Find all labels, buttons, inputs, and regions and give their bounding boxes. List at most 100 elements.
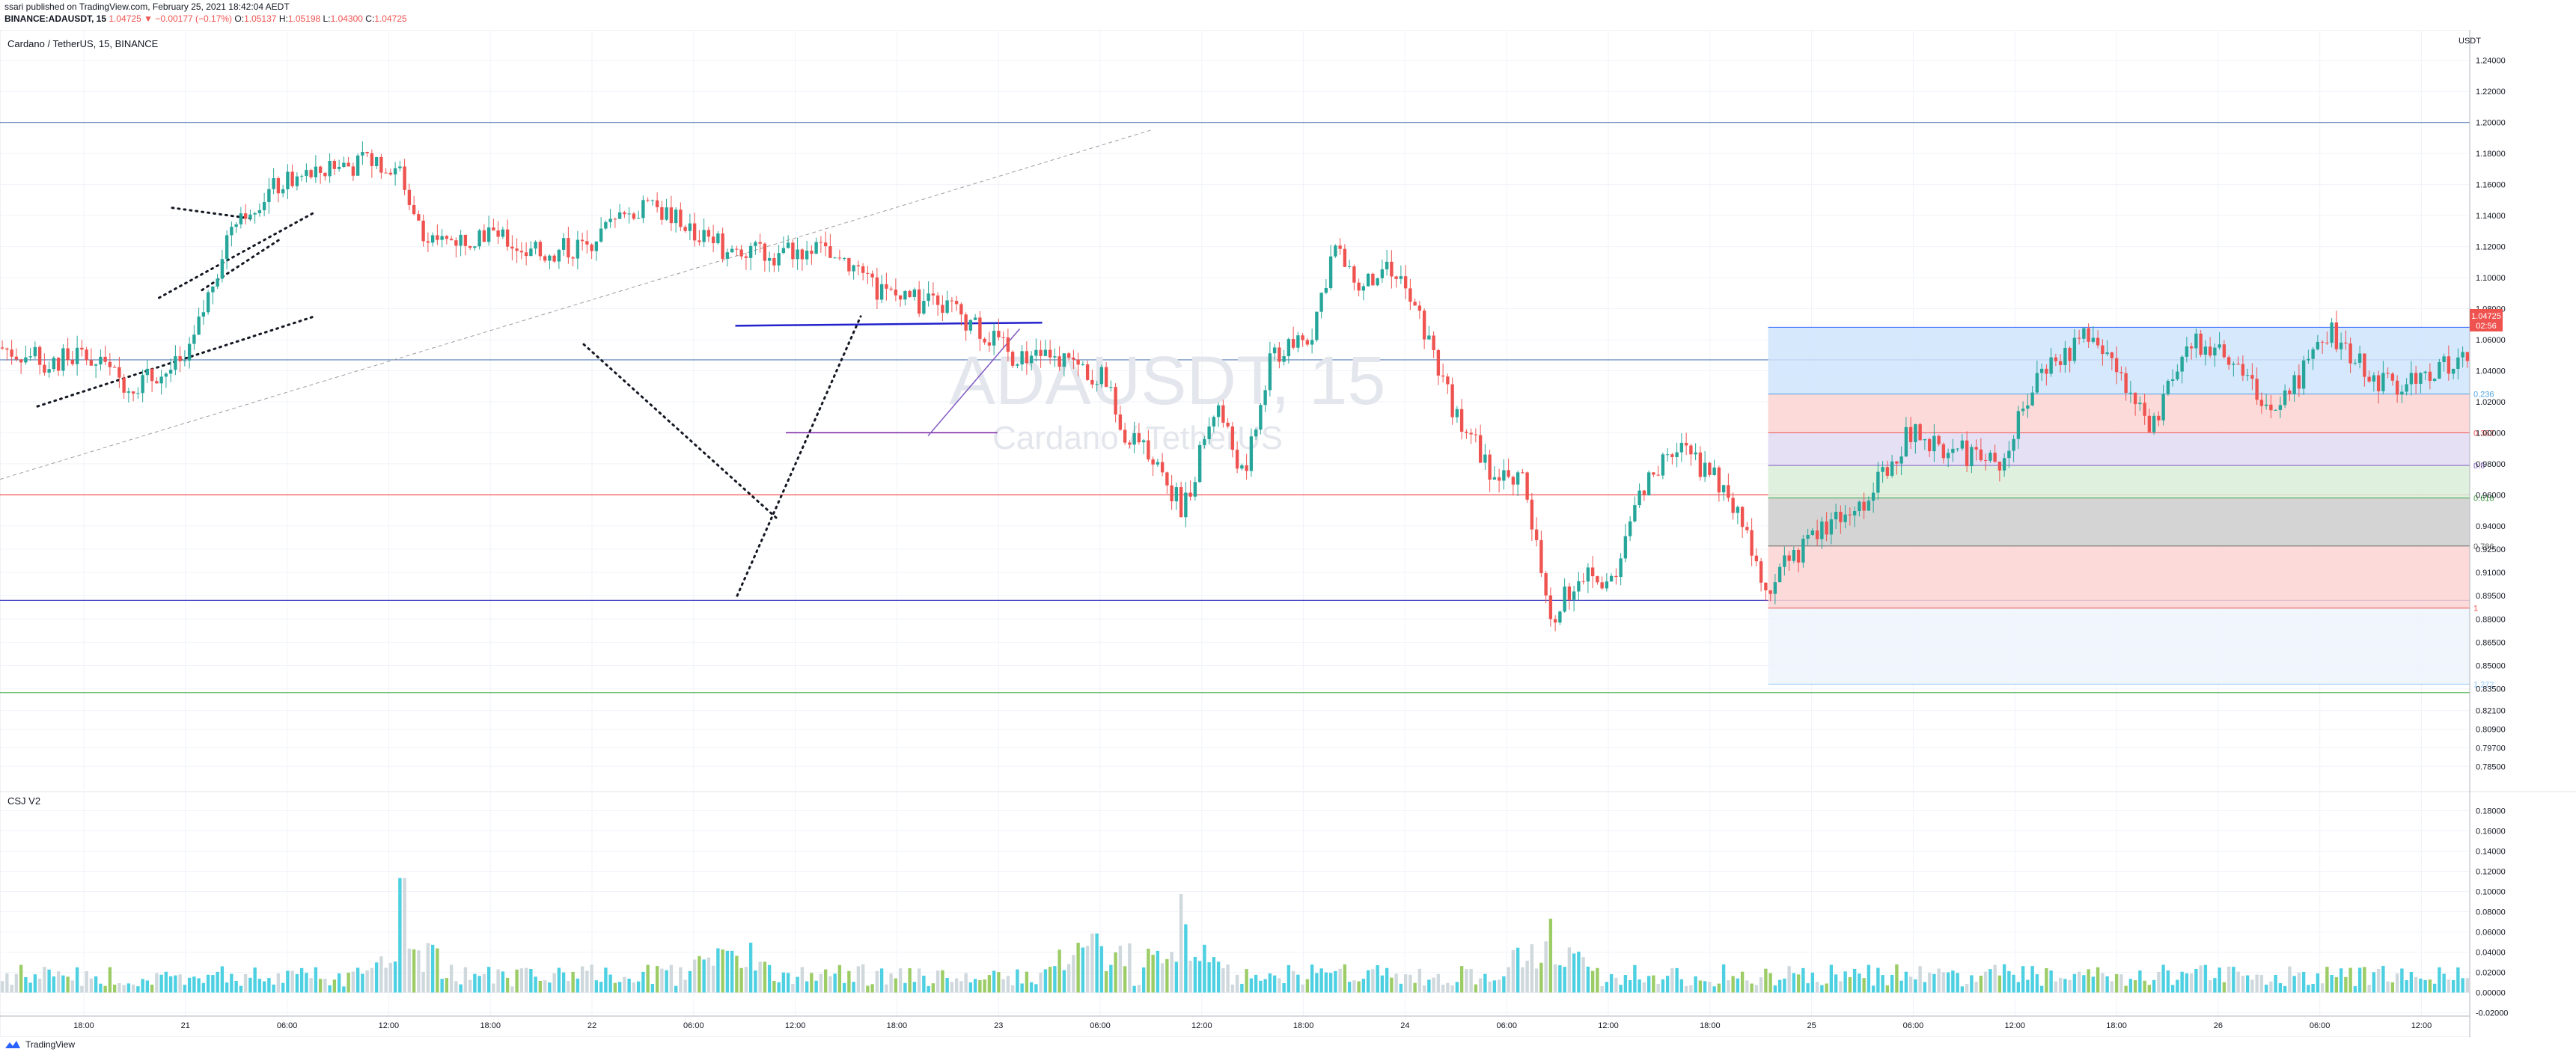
volume-bar [1212,957,1216,993]
volume-bar [1203,944,1206,993]
candle-body [978,317,982,339]
candle-body [623,212,626,215]
volume-bar [1628,979,1632,993]
candle-body [1773,582,1777,594]
candle-body [1558,611,1562,623]
volume-bar [1432,977,1435,993]
volume-bar [407,948,412,993]
volume-bar [590,964,593,993]
volume-bar [1923,982,1927,993]
volume-bar [505,977,510,993]
candle-body [1997,462,2002,471]
candle-body [482,230,486,242]
candle-body [477,230,481,247]
candle-body [2226,357,2231,365]
candle-body [2334,322,2339,349]
low-label: L: [323,13,331,24]
volume-bar [19,964,23,993]
candle-body [1787,555,1791,561]
candle-body [2054,357,2058,361]
candle-body [2292,375,2296,394]
volume-bar [248,977,252,993]
volume-bar [1810,972,1815,993]
volume-bar [1806,983,1810,993]
candle-body [1810,530,1815,535]
candle-body [1001,337,1005,338]
volume-bar [842,982,846,993]
candle-body [660,207,664,220]
trend-lines[interactable] [0,129,1151,597]
candle-body [627,213,631,215]
candle-body [80,347,84,350]
volume-bar [674,985,678,993]
volume-bar [122,985,126,993]
trendline-dotted [171,207,254,220]
volume-bar [286,970,290,993]
volume-bar [1937,968,1941,993]
candle-body [1413,302,1417,306]
volume-bar [2307,985,2310,993]
volume-bar [454,981,458,993]
candle-body [1553,619,1557,623]
volume-bar [698,955,701,993]
candle-body [2395,380,2399,395]
volume-bar [2199,965,2203,993]
volume-bar [80,985,84,993]
volume-bar [1118,945,1123,993]
candle-body [262,202,266,210]
candle-body [1347,266,1352,267]
candle-body [211,286,215,293]
candle-body [1609,575,1614,582]
volume-bar [534,976,537,993]
trendline-dotted [201,237,282,292]
candle-body [295,176,299,186]
volume-bar [1441,984,1445,993]
volume-bar [2194,968,2198,993]
volume-bar [1745,980,1749,993]
volume-bar [557,967,561,993]
volume-bar [1876,967,1880,993]
price-change: ▼ −0.00177 (−0.17%) [144,13,233,24]
price-tick-label: 0.98000 [2476,460,2506,469]
volume-bar [1114,952,1117,993]
volume-bar [1240,983,1244,993]
volume-bar [1974,982,1978,993]
candle-body [2278,405,2283,410]
volume-bar [2026,979,2030,993]
volume-bar [126,983,131,993]
volume-bar [604,967,608,993]
candle-body [239,213,243,224]
volume-bar [1946,972,1950,993]
volume-bar [136,986,140,993]
candle-body [33,346,37,357]
volume-bar [211,975,215,993]
volume-bar [1066,964,1071,993]
volume-bar [52,976,56,993]
candle-body [1446,376,1450,385]
volume-bar [931,983,936,993]
candle-body [2447,356,2451,374]
volume-bar [2124,985,2128,993]
volume-bar [800,967,805,993]
candle-body [1114,387,1117,415]
volume-bar [398,878,402,993]
volume-bar [1380,975,1385,993]
volume-bar [543,980,547,993]
fib-level-label: 1.272 [2473,680,2494,689]
volume-bar [426,943,430,993]
candle-body [10,349,13,357]
volume-bar [323,979,327,993]
volume-bar [1521,967,1524,993]
time-tick-label: 26 [2214,1021,2223,1030]
volume-bar [75,967,79,993]
volume-bar [1296,974,1300,993]
candle-body [632,213,636,219]
volume-bar [683,979,687,993]
volume-bar [894,978,898,993]
candle-body [692,223,697,241]
volume-bar [216,971,219,993]
candle-body [1993,453,1997,462]
volume-bar [440,979,444,993]
